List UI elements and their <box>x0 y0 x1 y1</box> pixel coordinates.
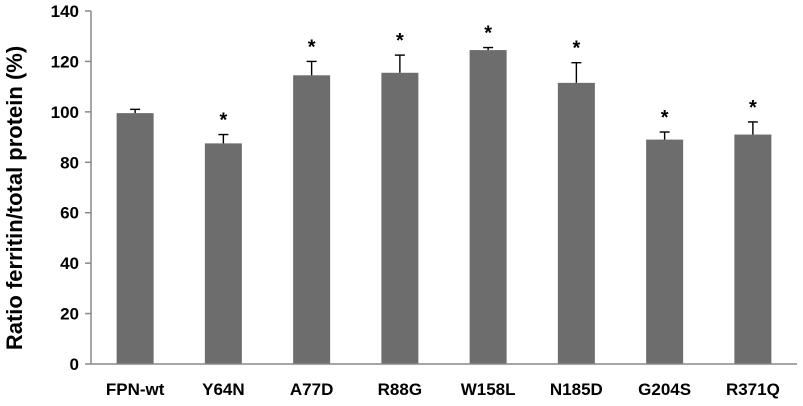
significance-star: * <box>572 38 580 60</box>
y-tick-label: 40 <box>60 254 79 273</box>
y-tick-label: 140 <box>51 2 79 21</box>
error-bars <box>130 46 758 144</box>
significance-markers: * * * * * * * <box>219 23 757 132</box>
y-tick-label: 100 <box>51 103 79 122</box>
bars <box>116 50 772 365</box>
x-tick-label: Y64N <box>202 380 245 399</box>
y-tick-label: 120 <box>51 52 79 71</box>
y-axis-ticks: 0 20 40 60 80 100 120 140 <box>51 2 91 374</box>
axes <box>90 11 797 365</box>
bar <box>381 72 419 365</box>
x-tick-label: R88G <box>378 380 422 399</box>
y-axis-title: Ratio ferritin/total protein (%) <box>2 46 27 350</box>
bar <box>646 139 684 364</box>
y-tick-label: 0 <box>70 355 79 374</box>
significance-star: * <box>749 97 757 119</box>
bar <box>734 134 772 364</box>
x-tick-label: FPN-wt <box>106 380 165 399</box>
bar <box>116 113 154 364</box>
significance-star: * <box>396 30 404 52</box>
x-tick-label: W158L <box>461 380 516 399</box>
bar <box>293 75 331 365</box>
significance-star: * <box>661 107 669 129</box>
y-tick-label: 20 <box>60 305 79 324</box>
bar <box>557 82 595 364</box>
significance-star: * <box>219 110 227 132</box>
y-tick-label: 80 <box>60 153 79 172</box>
bar <box>469 50 507 364</box>
y-tick-label: 60 <box>60 204 79 223</box>
significance-star: * <box>308 36 316 58</box>
x-axis-tick-labels: FPN-wt Y64N A77D R88G W158L N185D G204S R371Q <box>106 380 780 399</box>
significance-star: * <box>484 23 492 45</box>
x-tick-label: A77D <box>290 380 333 399</box>
x-tick-label: R371Q <box>726 380 780 399</box>
x-tick-label: G204S <box>638 380 691 399</box>
x-tick-label: N185D <box>550 380 603 399</box>
bar <box>204 143 242 364</box>
